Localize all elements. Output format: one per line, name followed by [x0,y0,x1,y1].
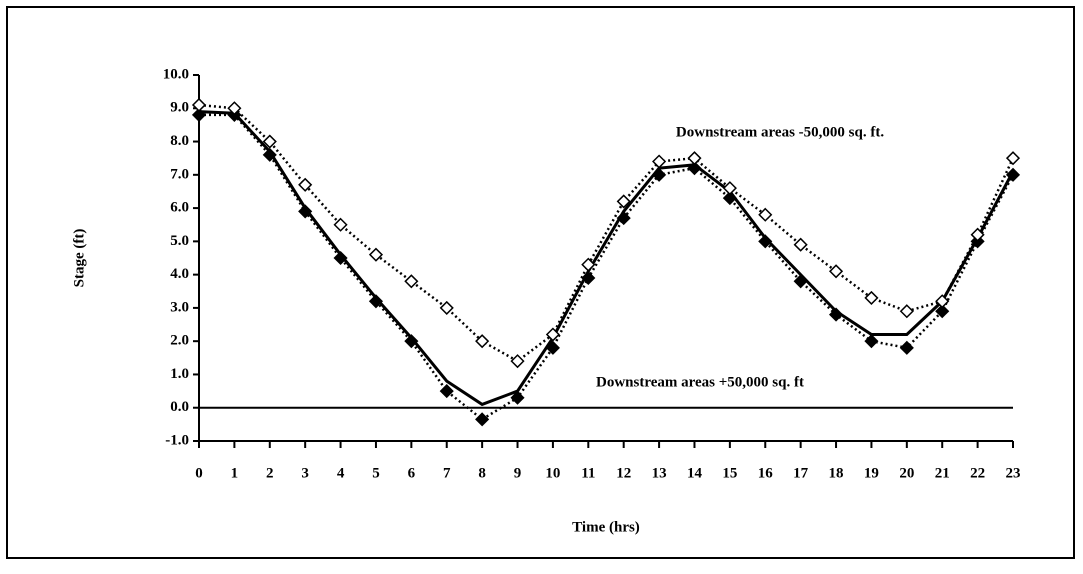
y-tick-label: 3.0 [170,299,189,315]
y-tick-label: 8.0 [170,133,189,149]
marker [652,167,667,182]
x-tick-label: 20 [899,465,914,481]
x-tick-label: 21 [935,465,950,481]
marker [227,101,242,116]
y-tick-label: 1.0 [170,366,189,382]
marker [793,274,808,289]
marker [758,207,773,222]
x-tick-label: 10 [545,465,560,481]
marker [510,354,525,369]
marker [935,304,950,319]
marker [899,340,914,355]
x-tick-label: 17 [793,465,809,481]
marker [687,161,702,176]
series-line [198,110,1015,407]
marker [722,181,737,196]
marker [722,191,737,206]
marker [1005,151,1021,166]
marker [616,211,631,226]
y-tick-label: 6.0 [170,200,189,216]
marker [439,300,454,315]
x-tick-label: 11 [581,465,595,481]
marker [581,270,596,286]
x-tick-label: 3 [301,465,309,481]
x-tick-label: 14 [687,465,703,481]
x-tick-label: 18 [829,465,844,481]
y-tick-label: 5.0 [170,233,189,249]
marker [864,290,879,305]
marker [758,234,773,249]
x-tick-label: 5 [372,465,380,481]
marker [1005,167,1021,182]
marker [652,154,667,169]
y-tick-label: 4.0 [170,266,189,282]
x-tick-label: 22 [970,465,985,481]
marker [793,237,808,252]
marker [864,334,879,349]
marker [333,217,348,232]
marker [439,384,454,399]
marker [404,274,419,289]
marker [616,194,631,209]
marker [581,257,596,272]
marker [545,327,560,342]
x-axis-label: Time (hrs) [572,519,640,535]
marker [510,390,525,405]
x-tick-label: 6 [408,465,416,481]
x-tick-label: 13 [652,465,667,481]
x-tick-label: 16 [758,465,774,481]
x-tick-label: 15 [722,465,737,481]
marker [262,147,277,162]
marker [687,151,702,166]
x-tick-label: 0 [195,465,203,481]
x-tick-label: 9 [514,465,522,481]
annotation: Downstream areas -50,000 sq. ft. [676,124,884,140]
marker [828,307,844,322]
marker [899,304,914,319]
x-tick-label: 2 [266,465,274,481]
marker [970,227,985,242]
marker [333,250,348,266]
marker [262,134,277,149]
y-tick-label: 2.0 [170,333,189,349]
marker [935,294,950,309]
x-tick-label: 7 [443,465,451,481]
marker [191,107,207,122]
x-tick-label: 8 [478,465,486,481]
marker [475,412,490,427]
marker [298,204,313,219]
marker [404,334,419,349]
frame [6,6,1075,559]
x-tick-label: 23 [1006,465,1021,481]
x-tick-label: 4 [337,465,345,481]
marker [828,264,844,279]
y-axis-label: Stage (ft) [71,229,87,288]
marker [545,340,560,355]
y-tick-label: -1.0 [165,432,189,448]
marker [191,97,207,113]
y-tick-label: 0.0 [170,399,189,415]
marker [475,334,490,349]
x-tick-label: 1 [231,465,239,481]
x-tick-label: 19 [864,465,879,481]
series-line [198,103,1015,363]
marker [298,177,313,192]
marker [368,294,384,309]
y-tick-label: 7.0 [170,166,189,182]
annotation: Downstream areas +50,000 sq. ft [596,374,804,390]
x-tick-label: 12 [616,465,631,481]
marker [368,247,384,262]
y-tick-label: 10.0 [163,66,189,82]
y-tick-label: 9.0 [170,100,189,116]
